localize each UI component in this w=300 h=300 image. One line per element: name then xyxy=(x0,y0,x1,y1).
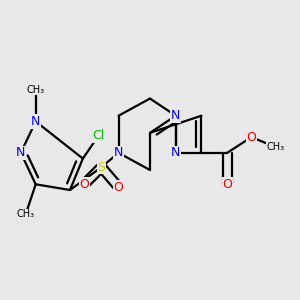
Text: Cl: Cl xyxy=(92,129,105,142)
Text: S: S xyxy=(98,160,105,174)
Text: N: N xyxy=(171,109,180,122)
Text: N: N xyxy=(171,146,180,159)
Text: O: O xyxy=(114,181,124,194)
Text: O: O xyxy=(222,178,232,191)
Text: N: N xyxy=(16,146,26,159)
Text: O: O xyxy=(247,130,256,144)
Text: CH₃: CH₃ xyxy=(267,142,285,152)
Text: CH₃: CH₃ xyxy=(27,85,45,95)
Text: N: N xyxy=(114,146,123,159)
Text: N: N xyxy=(31,115,40,128)
Text: CH₃: CH₃ xyxy=(16,209,35,219)
Text: O: O xyxy=(79,178,89,191)
